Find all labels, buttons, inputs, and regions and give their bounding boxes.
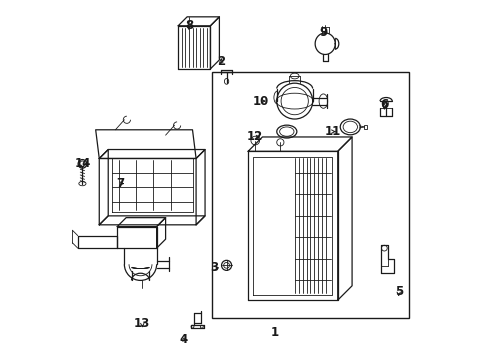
Bar bbox=[364, 125, 366, 129]
Text: 2: 2 bbox=[217, 55, 225, 68]
Text: 14: 14 bbox=[74, 157, 90, 170]
Text: 7: 7 bbox=[117, 177, 124, 190]
Text: 8: 8 bbox=[184, 19, 193, 32]
Text: 10: 10 bbox=[252, 95, 268, 108]
Text: 11: 11 bbox=[324, 125, 340, 138]
Text: 12: 12 bbox=[246, 130, 263, 144]
Bar bbox=[211, 72, 408, 318]
Text: 9: 9 bbox=[319, 27, 327, 40]
Text: 3: 3 bbox=[209, 261, 218, 274]
Text: 13: 13 bbox=[134, 317, 150, 330]
Text: 4: 4 bbox=[179, 333, 187, 346]
Text: 5: 5 bbox=[394, 285, 402, 298]
Text: 6: 6 bbox=[380, 98, 387, 111]
Text: 1: 1 bbox=[270, 326, 279, 339]
